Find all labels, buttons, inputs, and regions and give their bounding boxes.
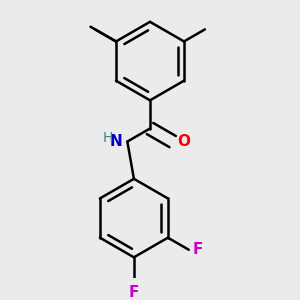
Text: N: N [110,134,122,149]
Text: F: F [193,242,203,257]
Text: O: O [178,134,191,149]
Text: H: H [103,131,113,145]
Text: F: F [129,286,139,300]
